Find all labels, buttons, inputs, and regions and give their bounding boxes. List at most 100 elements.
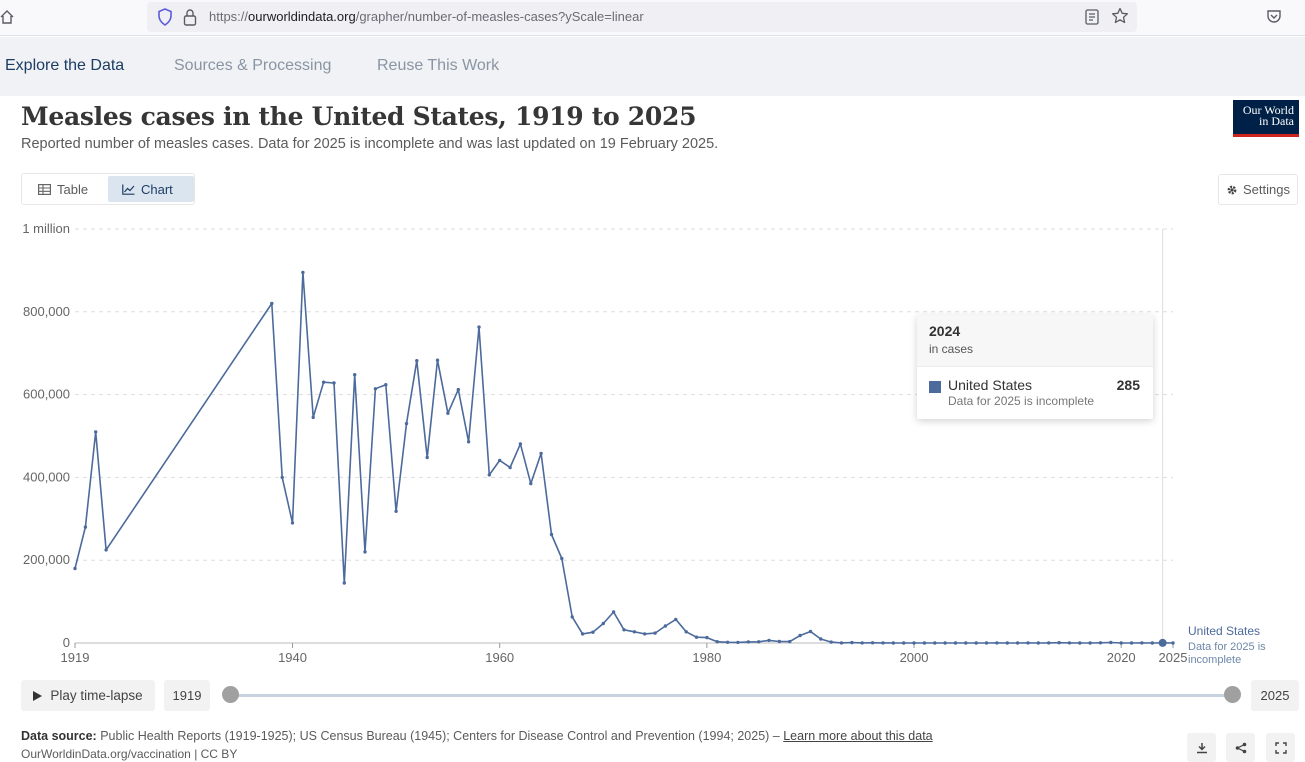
timeline-end-year[interactable]: 2025 <box>1251 680 1299 711</box>
shield-icon[interactable] <box>157 8 173 26</box>
owid-logo[interactable]: Our World in Data <box>1233 100 1299 137</box>
data-point <box>674 617 678 622</box>
bookmark-star-icon[interactable] <box>1111 7 1129 25</box>
play-timelapse-label: Play time-lapse <box>50 688 143 703</box>
tooltip-value: 285 <box>1116 377 1140 393</box>
table-view-label: Table <box>57 181 89 197</box>
download-button[interactable] <box>1187 733 1216 762</box>
data-point <box>570 615 574 619</box>
series-end-note-line2: incomplete <box>1188 654 1241 666</box>
data-point <box>902 641 906 645</box>
data-point <box>435 358 440 362</box>
data-point <box>384 383 388 387</box>
data-point <box>1119 641 1123 645</box>
x-tick-label: 1960 <box>485 650 514 665</box>
data-point <box>415 359 419 363</box>
gear-icon <box>1227 185 1237 194</box>
data-point <box>953 641 958 645</box>
lock-icon[interactable] <box>183 8 197 26</box>
data-point <box>912 641 916 645</box>
data-point <box>508 465 512 470</box>
url-host: ourworldindata.org <box>248 9 356 24</box>
data-point <box>518 442 523 446</box>
highlighted-data-point <box>1158 638 1167 647</box>
data-point <box>984 641 989 645</box>
data-point <box>725 640 730 644</box>
data-point <box>73 566 77 571</box>
chart-view-button[interactable]: Chart <box>108 176 194 202</box>
data-point <box>591 630 595 634</box>
data-point <box>974 641 978 645</box>
timeline-start-handle[interactable] <box>222 686 239 703</box>
share-icon <box>1235 742 1246 753</box>
data-point <box>487 473 491 477</box>
url-text[interactable]: https://ourworldindata.org/grapher/numbe… <box>209 9 644 24</box>
tab-sources-processing[interactable]: Sources & Processing <box>174 57 332 74</box>
data-point <box>446 411 450 415</box>
x-tick-label: 2025 <box>1159 650 1188 665</box>
reader-view-icon[interactable] <box>1085 9 1099 25</box>
data-point <box>922 641 927 645</box>
data-point <box>280 475 284 480</box>
data-point <box>1109 640 1113 645</box>
data-point <box>1150 641 1155 645</box>
data-point <box>1015 641 1020 645</box>
x-tick-label: 2020 <box>1107 650 1136 665</box>
data-point <box>1098 641 1103 645</box>
timeline-track[interactable] <box>231 694 1233 697</box>
home-icon[interactable] <box>0 9 14 25</box>
play-timelapse-button[interactable]: Play time-lapse <box>21 680 155 711</box>
data-point <box>290 521 295 525</box>
data-point <box>477 325 481 329</box>
tooltip-swatch <box>929 381 941 393</box>
data-point <box>705 635 709 640</box>
y-tick-label: 400,000 <box>23 469 70 484</box>
data-point <box>601 621 605 626</box>
data-point <box>777 639 782 644</box>
address-bar[interactable]: https://ourworldindata.org/grapher/numbe… <box>147 2 1137 32</box>
license-text: OurWorldinData.org/vaccination | CC BY <box>21 747 238 761</box>
x-tick-label: 1919 <box>61 650 90 665</box>
pocket-icon[interactable] <box>1266 8 1282 24</box>
url-path: /grapher/number-of-measles-cases?yScale=… <box>355 9 644 24</box>
data-point <box>850 640 854 645</box>
y-tick-label: 200,000 <box>23 552 70 567</box>
data-point <box>943 641 947 645</box>
data-point <box>1047 641 1051 645</box>
tab-reuse-this-work[interactable]: Reuse This Work <box>377 57 500 74</box>
data-point <box>933 641 937 645</box>
data-point <box>342 581 346 585</box>
tooltip-series-name: United States <box>948 377 1033 393</box>
learn-more-link[interactable]: Learn more about this data <box>783 729 933 743</box>
fullscreen-button[interactable] <box>1266 733 1295 762</box>
data-point <box>839 641 844 645</box>
data-point <box>529 481 533 486</box>
data-point <box>694 635 699 639</box>
data-point <box>580 632 585 636</box>
data-point <box>632 630 637 634</box>
x-tick-label: 2000 <box>900 650 929 665</box>
series-end-note-line1: Data for 2025 is <box>1188 641 1266 653</box>
settings-button[interactable]: Settings <box>1218 174 1298 205</box>
data-point <box>964 641 968 645</box>
table-view-button[interactable]: Table <box>24 176 108 202</box>
data-source-label: Data source: <box>21 729 97 743</box>
line-chart[interactable]: 0 200,000 400,000 600,000 800,000 1 million 19… <box>0 215 1305 670</box>
data-point <box>808 629 813 634</box>
data-point <box>870 641 875 645</box>
data-point <box>757 640 761 644</box>
data-point <box>746 640 750 644</box>
data-point <box>1067 641 1072 645</box>
data-point <box>363 550 367 554</box>
timeline-start-year[interactable]: 1919 <box>164 680 210 711</box>
data-source-text: Public Health Reports (1919-1925); US Ce… <box>96 729 784 743</box>
data-point <box>332 381 336 385</box>
data-point <box>549 532 554 537</box>
data-point <box>301 270 305 275</box>
timeline-end-handle[interactable] <box>1224 686 1241 703</box>
share-button[interactable] <box>1226 733 1255 762</box>
x-tick-label: 1940 <box>278 650 307 665</box>
chart-tooltip: 2024 in cases United States 285 Data for… <box>917 315 1153 419</box>
tab-explore-the-data[interactable]: Explore the Data <box>5 57 125 74</box>
tooltip-unit: in cases <box>929 342 974 356</box>
